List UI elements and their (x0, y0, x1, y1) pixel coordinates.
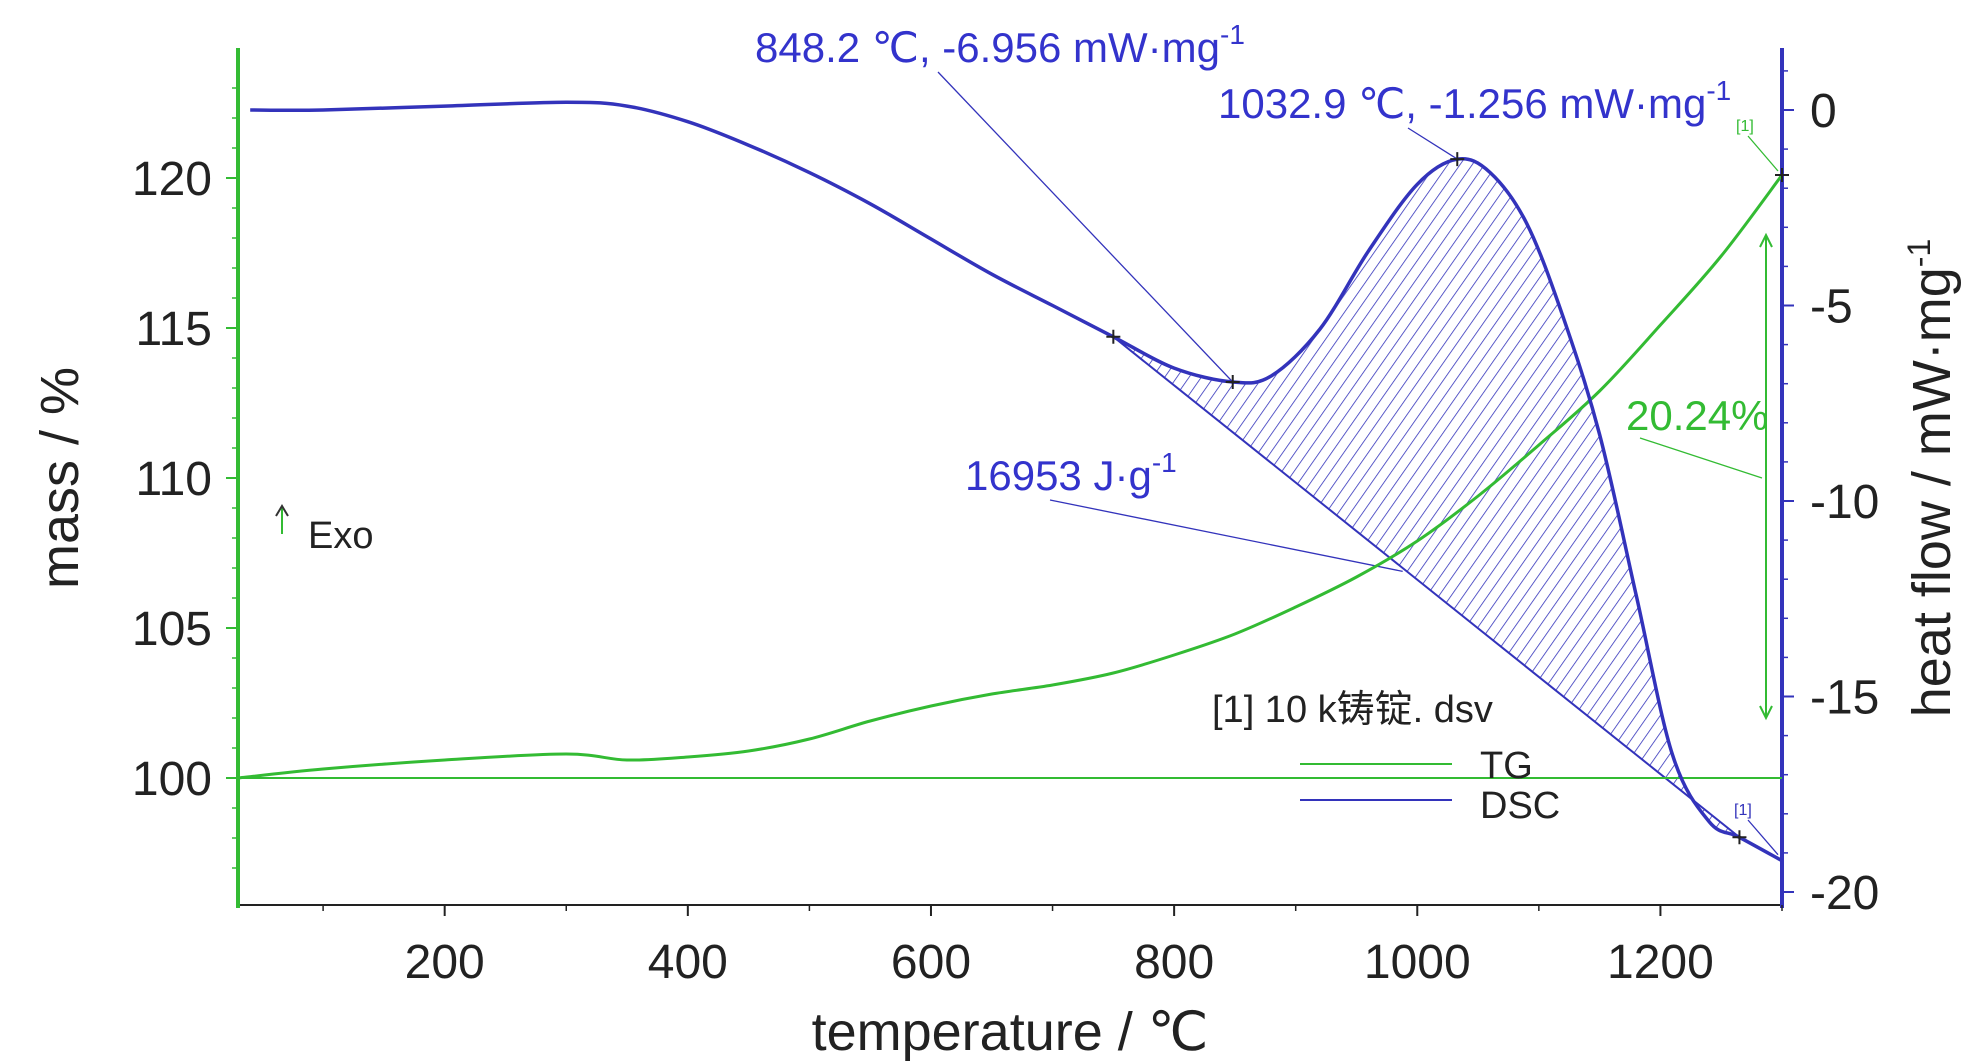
series-dsc-line (250, 100, 1783, 863)
marker-tg-label: [1] (1736, 118, 1754, 135)
peak2-annotation: 1032.9 ℃, -1.256 mW·mg-1 (1218, 75, 1731, 127)
legend-label-tg: TG (1480, 745, 1533, 787)
exo-label: Exo (308, 515, 373, 557)
mass-change-arrow (1759, 232, 1773, 721)
area-leader-line (1049, 499, 1403, 573)
exo-indicator: Exo (275, 504, 373, 557)
left-y-tick-label: 100 (132, 753, 212, 806)
left-y-tick-label: 120 (132, 153, 212, 206)
right-y-tick-label: -15 (1810, 672, 1879, 725)
x-tick-label: 200 (405, 936, 485, 989)
baseline-start-marker (1106, 329, 1121, 344)
legend: [1] 10 k铸锭. dsv TG DSC (1212, 689, 1560, 827)
tg-end-marker (1775, 168, 1789, 182)
mass-change-annotation: 20.24% (1626, 392, 1768, 439)
x-tick-label: 800 (1134, 936, 1214, 989)
x-tick-label: 1000 (1364, 936, 1471, 989)
peak-area-hatch (1108, 158, 1742, 839)
peak2-marker (1450, 152, 1465, 167)
series-tg-line (237, 174, 1784, 780)
x-tick-label: 600 (891, 936, 971, 989)
peak-baseline (1112, 335, 1741, 839)
left-y-tick-label: 110 (135, 453, 212, 506)
left-y-ticks-group: 100 105 110 115 120 (132, 87, 238, 869)
right-y-axis-title: heat flow / mW·mg-1 (1901, 239, 1962, 718)
peak1-annotation: 848.2 ℃, -6.956 mW·mg-1 (755, 19, 1245, 71)
left-y-tick-label: 115 (135, 303, 212, 356)
left-y-tick-label: 105 (132, 603, 212, 656)
marker-tg-pointer (1747, 135, 1779, 172)
marker-dsc-label: [1] (1734, 802, 1752, 819)
legend-label-dsc: DSC (1480, 785, 1560, 827)
right-y-tick-label: -10 (1810, 476, 1879, 529)
right-y-tick-label: -20 (1810, 867, 1879, 920)
left-y-axis-title: mass / % (30, 367, 90, 589)
right-y-ticks-group: 0 -5 -10 -15 -20 (1782, 70, 1879, 920)
legend-title: [1] 10 k铸锭. dsv (1212, 689, 1493, 731)
peak1-marker (1225, 374, 1240, 389)
x-tick-label: 1200 (1607, 936, 1714, 989)
peak1-leader-line (937, 71, 1234, 383)
x-axis-title: temperature / ℃ (812, 1002, 1209, 1062)
point-markers (1106, 135, 1789, 856)
right-y-tick-label: 0 (1810, 85, 1837, 138)
x-tick-label: 400 (648, 936, 728, 989)
peak-area-annotation: 16953 J·g-1 (965, 447, 1177, 499)
peak2-leader-line (1407, 127, 1458, 160)
marker-dsc-pointer (1747, 819, 1779, 856)
mass-change-leader-line (1639, 437, 1763, 479)
baseline-end-marker (1732, 830, 1747, 845)
x-ticks-group: 200 400 600 800 1000 1200 (322, 905, 1783, 989)
right-y-tick-label: -5 (1810, 281, 1853, 334)
